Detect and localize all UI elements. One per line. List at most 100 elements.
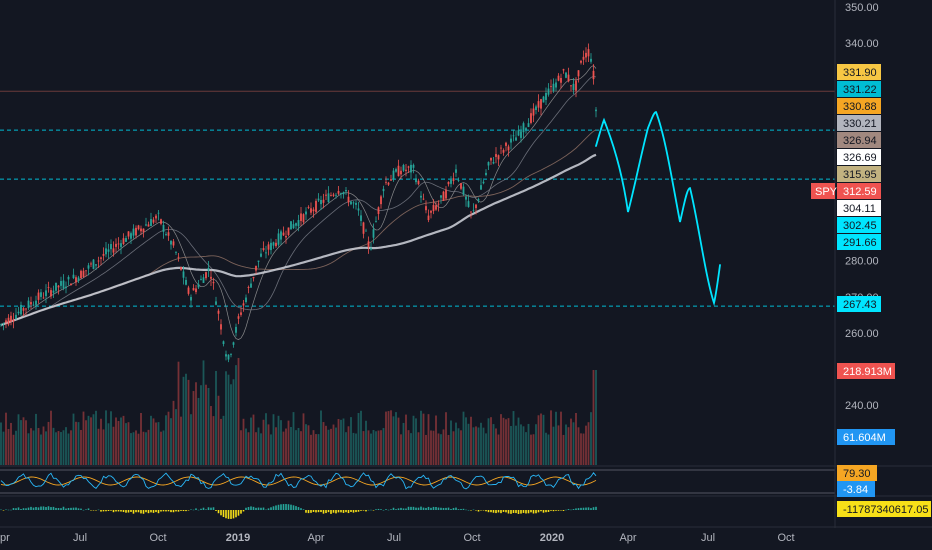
candle-body xyxy=(322,199,325,203)
candle-body xyxy=(265,252,267,254)
histogram-bar xyxy=(517,510,520,514)
indicator-panes xyxy=(0,465,932,528)
candle-body xyxy=(300,213,302,221)
candle-body xyxy=(582,56,585,60)
candle-body xyxy=(310,208,312,213)
histogram-bar xyxy=(527,510,530,514)
histogram-bar xyxy=(362,510,365,511)
histogram-bar xyxy=(320,510,322,513)
histogram-bar xyxy=(75,507,77,510)
candle-body xyxy=(595,109,597,112)
projection-path[interactable] xyxy=(595,111,721,307)
candle-body xyxy=(17,311,20,314)
volume-bar xyxy=(275,427,277,465)
histogram-bar xyxy=(115,510,117,512)
candle-body xyxy=(192,288,195,291)
volume-bar xyxy=(377,430,380,465)
volume-bar xyxy=(175,409,177,465)
volume-bar xyxy=(90,417,92,465)
histogram-bar xyxy=(555,510,557,511)
time-tick-label: Oct xyxy=(777,532,794,544)
volume-bar xyxy=(510,426,512,465)
price-badges: 331.90 331.22 330.88 330.21 326.94 326.69 315.… xyxy=(811,64,931,517)
volume-bar xyxy=(557,425,560,465)
histogram-bar xyxy=(430,507,432,510)
volume-bar xyxy=(540,413,542,465)
volume-bar xyxy=(105,410,107,465)
candle-body xyxy=(560,78,562,83)
candle-body xyxy=(532,108,535,116)
volume-bar xyxy=(482,427,485,465)
histogram-bar xyxy=(442,507,445,510)
price-badge-bg xyxy=(837,115,881,131)
candle-body xyxy=(577,70,580,77)
histogram-bar xyxy=(235,510,237,518)
volume-bar xyxy=(217,395,220,465)
histogram-bar xyxy=(420,506,422,510)
volume-bar xyxy=(232,379,235,465)
histogram-bar xyxy=(62,506,65,510)
candle-body xyxy=(330,195,332,196)
volume-badge: 218.913M xyxy=(843,366,892,378)
candle-body xyxy=(510,138,512,143)
histogram-bar xyxy=(207,507,210,510)
volume-bar xyxy=(560,411,562,465)
volume-bar xyxy=(585,425,587,465)
volume-bar xyxy=(25,420,27,465)
volume-bar xyxy=(290,427,292,465)
histogram-bar xyxy=(535,510,537,514)
histogram-bar xyxy=(380,509,382,510)
price-badge-bg xyxy=(837,132,881,148)
volume-bar xyxy=(495,428,497,465)
volume-bar xyxy=(22,417,25,465)
histogram-bar xyxy=(400,507,402,510)
volume-bar xyxy=(187,379,190,465)
candle-body xyxy=(565,72,567,78)
volume-bar xyxy=(7,429,10,465)
volume-bar xyxy=(17,414,20,465)
histogram-bar xyxy=(190,509,192,510)
price-badge: 331.90 xyxy=(843,67,877,79)
histogram-bar xyxy=(297,507,300,510)
histogram-bar xyxy=(292,505,295,510)
candle-body xyxy=(0,324,2,326)
histogram-bar xyxy=(192,509,195,511)
volume-bar xyxy=(350,417,352,465)
candle-body xyxy=(35,300,37,305)
histogram-bar xyxy=(472,509,475,511)
volume-bar xyxy=(2,431,5,465)
candle-body xyxy=(277,233,280,245)
histogram-bar xyxy=(172,510,175,513)
candle-body xyxy=(120,243,122,247)
histogram-bar xyxy=(515,510,517,514)
candle-body xyxy=(525,128,527,130)
histogram-bar xyxy=(130,510,132,512)
volume-bar xyxy=(182,376,185,465)
histogram-bar xyxy=(595,506,597,510)
candle-body xyxy=(95,264,97,266)
volume-bar xyxy=(575,412,577,465)
volume-bar xyxy=(297,427,300,465)
volume-bar xyxy=(60,432,62,465)
volume-bar xyxy=(65,427,67,465)
volume-bar xyxy=(40,434,42,465)
candle-body xyxy=(520,131,522,138)
histogram-bar xyxy=(557,510,560,511)
histogram-bar xyxy=(525,510,527,514)
histogram-bar xyxy=(357,510,360,512)
candle-body xyxy=(367,241,370,248)
volume-bar xyxy=(360,410,362,465)
volume-bar xyxy=(285,428,287,465)
projection-drawing[interactable] xyxy=(595,111,721,307)
histogram-bar xyxy=(85,509,87,510)
volume-bar xyxy=(137,433,140,465)
volume-bar xyxy=(240,430,242,465)
volume-bar xyxy=(97,428,100,465)
histogram-bar xyxy=(565,509,567,511)
time-axis[interactable]: pr Jul Oct 2019 Apr Jul Oct 2020 Apr Jul Oct xyxy=(0,532,795,544)
candle-body xyxy=(267,244,270,250)
candle-body xyxy=(537,101,540,108)
volume-bar xyxy=(270,434,272,465)
volume-bar xyxy=(132,432,135,465)
